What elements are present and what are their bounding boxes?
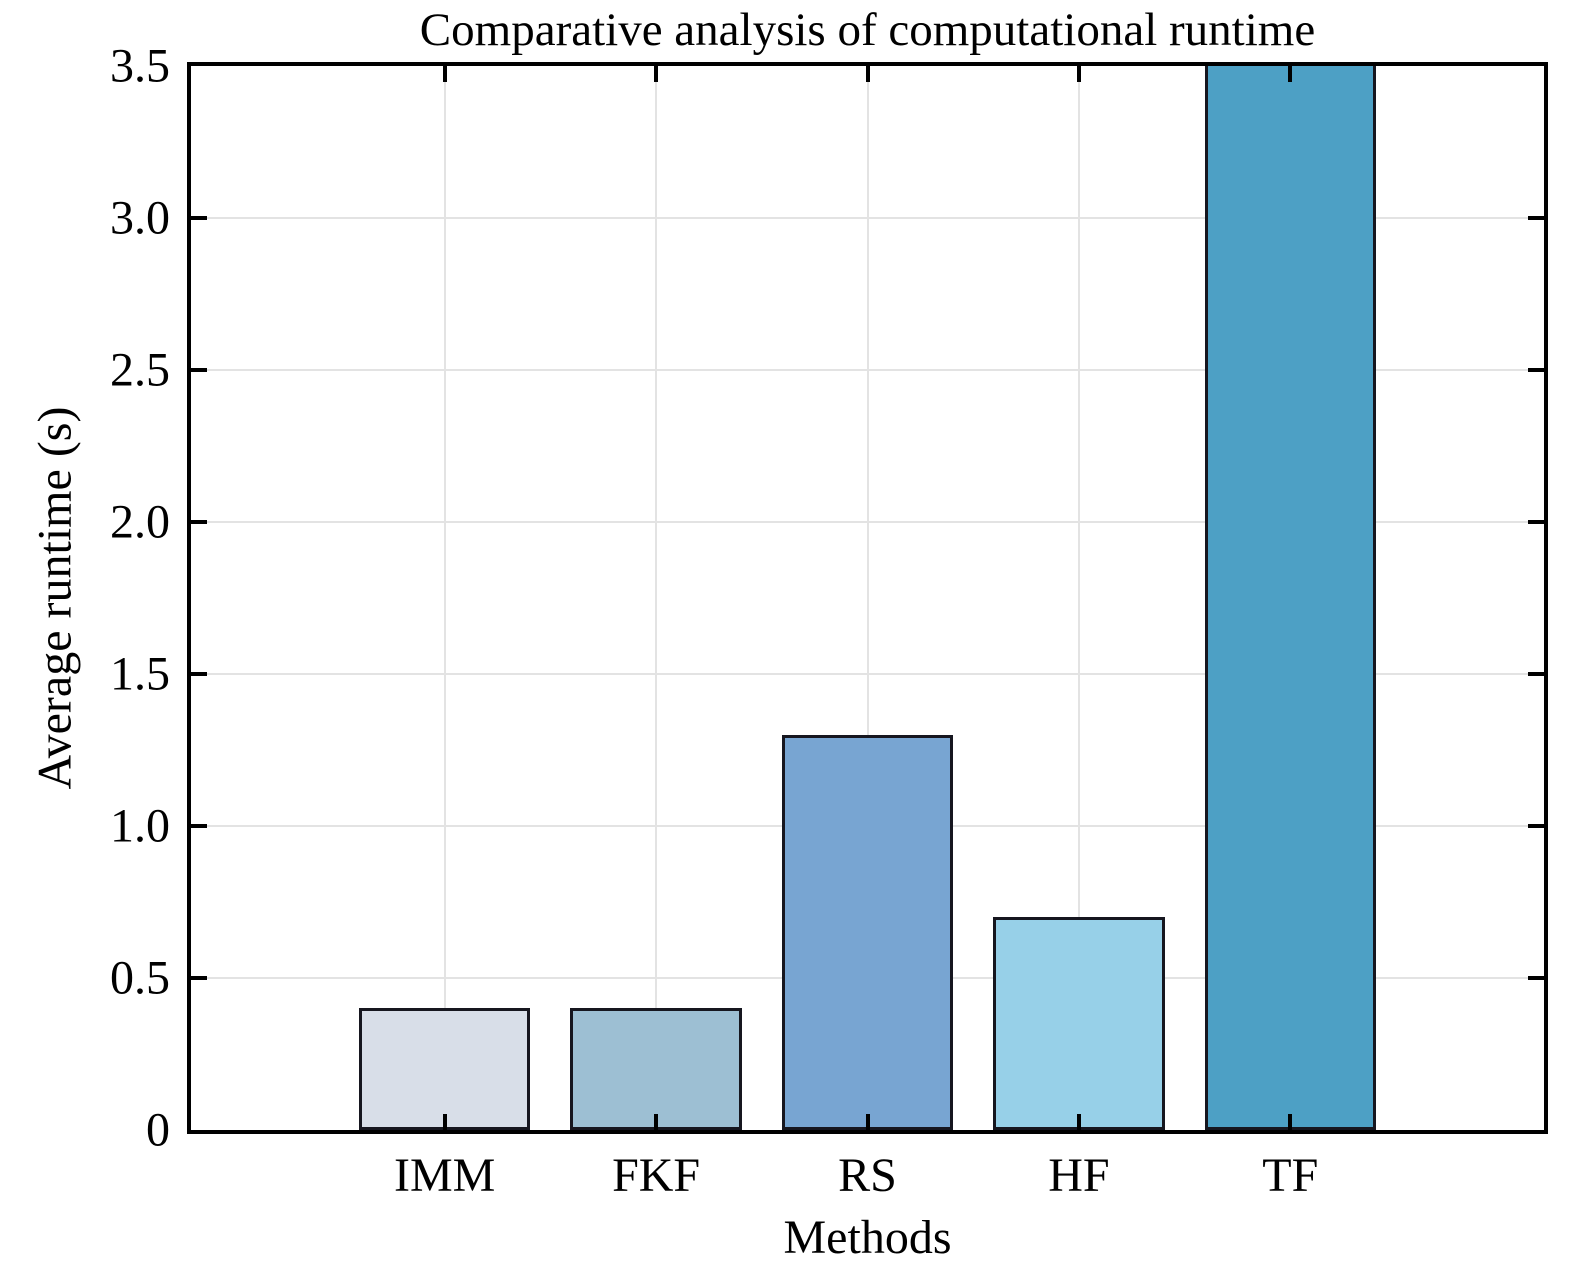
x-tick-label: FKF: [612, 1149, 701, 1202]
y-tick-label: 2.5: [110, 343, 170, 397]
v-gridline: [655, 66, 658, 1130]
y-axis-label: Average runtime (s): [28, 406, 82, 790]
y-tick-left: [191, 824, 207, 828]
y-tick-label: 1.5: [110, 647, 170, 701]
plot-area: [187, 62, 1548, 1134]
y-tick-right: [1528, 824, 1544, 828]
x-tick-bottom: [442, 1114, 447, 1130]
x-tick-bottom: [1288, 1114, 1293, 1130]
y-tick-left: [191, 520, 207, 524]
y-tick-label: 3.5: [110, 39, 170, 93]
chart-title: Comparative analysis of computational ru…: [419, 4, 1316, 56]
y-tick-right: [1528, 368, 1544, 372]
bar-fkf: [570, 1008, 742, 1130]
v-gridline: [866, 66, 869, 1130]
x-tick-bottom: [865, 1114, 870, 1130]
y-tick-left: [191, 216, 207, 220]
v-gridline: [1077, 66, 1080, 1130]
y-tick-label: 1.0: [110, 799, 170, 853]
x-tick-label: IMM: [394, 1149, 496, 1202]
x-tick-top: [442, 66, 447, 82]
x-tick-label: TF: [1262, 1149, 1319, 1202]
tick-layer: [191, 66, 1544, 1130]
bar-layer: [191, 66, 1544, 1130]
y-tick-left: [191, 368, 207, 372]
y-tick-right: [1528, 520, 1544, 524]
x-tick-top: [1288, 66, 1293, 82]
y-tick-left: [191, 976, 207, 980]
y-tick-label: 0.5: [110, 951, 170, 1005]
x-tick-bottom: [1076, 1114, 1081, 1130]
y-tick-right: [1528, 216, 1544, 220]
x-tick-label: HF: [1048, 1149, 1110, 1202]
x-tick-top: [654, 66, 659, 82]
x-tick-bottom: [654, 1114, 659, 1130]
y-tick-right: [1528, 672, 1544, 676]
x-axis-label: Methods: [783, 1211, 952, 1264]
bar-imm: [359, 1008, 531, 1130]
bar-rs: [781, 734, 954, 1130]
x-tick-top: [1076, 66, 1081, 82]
y-tick-label: 3.0: [110, 191, 170, 245]
v-gridline: [443, 66, 446, 1130]
y-tick-label: 2.0: [110, 495, 170, 549]
y-tick-right: [1528, 976, 1544, 980]
bar-hf: [993, 917, 1165, 1130]
x-tick-top: [865, 66, 870, 82]
x-tick-label: RS: [838, 1149, 897, 1202]
y-tick-left: [191, 672, 207, 676]
y-tick-label: 0: [146, 1103, 170, 1157]
